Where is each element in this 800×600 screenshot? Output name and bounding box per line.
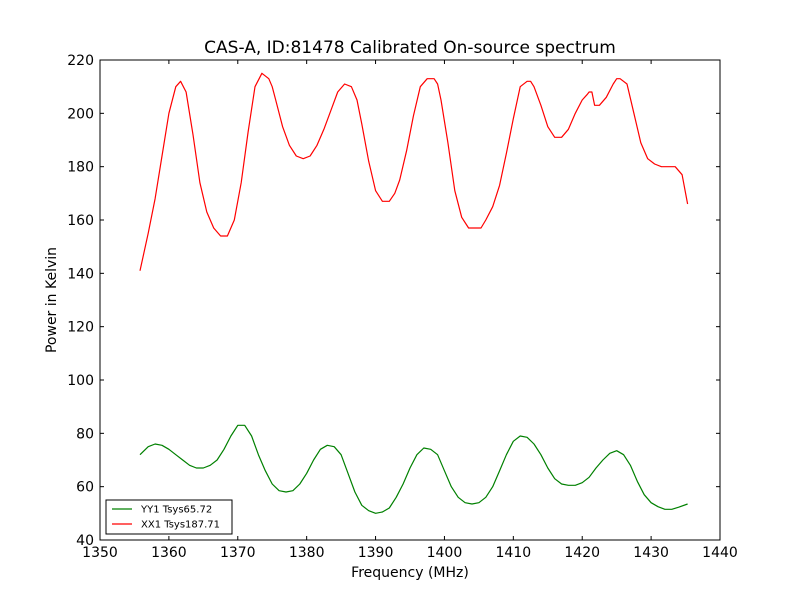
y-axis-label: Power in Kelvin [44, 247, 60, 353]
x-tick-label: 1410 [496, 545, 532, 561]
y-tick-label: 140 [67, 266, 94, 282]
x-tick-label: 1430 [633, 545, 669, 561]
axis-ticks: 1350 1360 1370 1380 1390 1400 1410 1420 1430 1440… [67, 53, 738, 561]
x-tick-label: 1390 [358, 545, 394, 561]
x-tick-label: 1360 [151, 545, 187, 561]
y-tick-label: 60 [76, 480, 94, 496]
series-line-1 [139, 72, 689, 271]
x-tick-label: 1400 [427, 545, 463, 561]
chart-title: CAS-A, ID:81478 Calibrated On-source spe… [204, 38, 616, 58]
plot-frame [99, 59, 721, 541]
y-tick-label: 160 [67, 213, 94, 229]
y-tick-label: 80 [76, 426, 94, 442]
legend: YY1 Tsys65.72 XX1 Tsys187.71 [105, 499, 233, 535]
x-tick-label: 1350 [82, 545, 118, 561]
x-tick-label: 1440 [702, 545, 738, 561]
legend-label-xx1: XX1 Tsys187.71 [141, 520, 220, 531]
y-tick-label: 100 [67, 373, 94, 389]
plot-lines [139, 72, 689, 514]
x-tick-label: 1420 [564, 545, 600, 561]
series-line-0 [139, 424, 688, 514]
y-tick-label: 120 [67, 320, 94, 336]
x-tick-label: 1370 [220, 545, 256, 561]
x-tick-label: 1380 [289, 545, 325, 561]
legend-box [105, 499, 233, 535]
legend-label-yy1: YY1 Tsys65.72 [140, 505, 212, 516]
y-tick-label: 220 [67, 53, 94, 69]
y-tick-label: 40 [76, 533, 94, 549]
y-tick-label: 180 [67, 160, 94, 176]
y-tick-label: 200 [67, 106, 94, 122]
x-axis-label: Frequency (MHz) [351, 565, 469, 581]
